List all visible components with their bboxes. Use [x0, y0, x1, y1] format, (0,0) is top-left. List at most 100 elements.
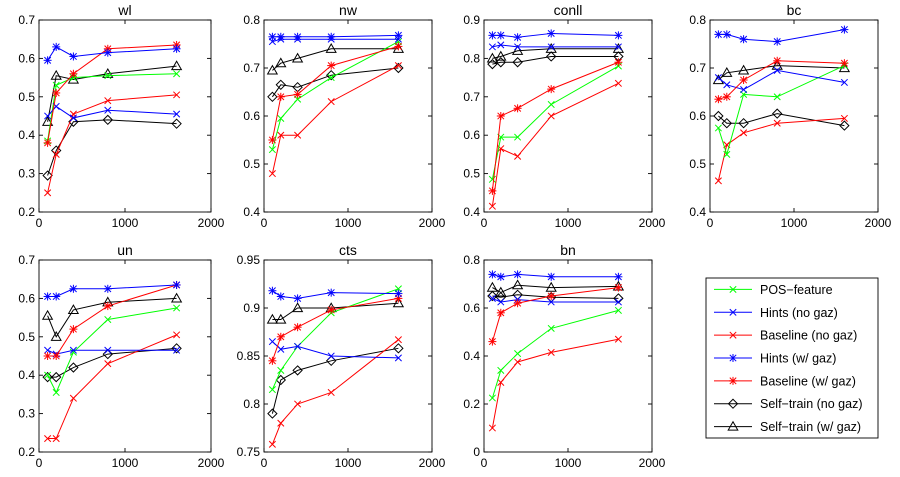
data-point: [171, 118, 182, 129]
panel-bn: bn 0 1000 2000 0 0.2 0.4 0.6 0.8: [463, 242, 665, 470]
data-point: [547, 29, 556, 38]
data-point: [394, 289, 403, 298]
data-point: [497, 298, 505, 306]
data-point: [327, 98, 335, 106]
data-point: [614, 298, 622, 306]
data-point: [294, 400, 302, 408]
data-point: [488, 175, 496, 183]
legend-label: Hints (w/ gaz): [760, 352, 836, 366]
data-point: [41, 309, 54, 320]
data-point: [268, 32, 277, 41]
series-self-train-no-gaz: [267, 62, 404, 103]
data-point: [268, 146, 276, 154]
data-point: [740, 129, 748, 137]
data-point: [293, 32, 302, 41]
data-point: [292, 365, 303, 376]
data-point: [170, 292, 183, 303]
y-tick-label: 0.8: [243, 397, 260, 411]
data-point: [547, 272, 556, 281]
series-hints-w-gaz: [714, 25, 849, 46]
y-tick-label: 0.7: [689, 61, 706, 75]
data-point: [614, 31, 623, 40]
data-point: [495, 286, 507, 297]
data-point: [325, 69, 337, 81]
data-point: [547, 43, 555, 51]
data-point: [488, 43, 496, 51]
data-point: [773, 93, 781, 101]
legend-marker: [727, 420, 739, 431]
legend-item-hints-w-gaz: Hints (w/ gaz): [714, 352, 836, 366]
series-baseline-no-gaz: [44, 331, 181, 443]
data-point: [68, 362, 79, 373]
y-tick-label: 0.9: [243, 301, 260, 315]
legend-label: Baseline (no gaz): [760, 329, 857, 343]
data-point: [497, 41, 505, 49]
data-point: [170, 60, 183, 71]
series-line: [271, 67, 399, 98]
data-point: [394, 62, 402, 70]
y-tick-label: 0.2: [463, 397, 480, 411]
x-tick-label: 2000: [198, 216, 225, 230]
data-point: [276, 32, 285, 41]
data-point: [293, 323, 302, 332]
data-point: [614, 58, 623, 67]
y-tick-label: 0.5: [243, 157, 260, 171]
data-point: [43, 352, 52, 360]
series-line: [492, 284, 619, 293]
data-point: [276, 92, 285, 101]
data-point: [291, 52, 304, 63]
data-point: [277, 345, 285, 353]
y-tick-label: 0.3: [18, 407, 35, 421]
data-point: [488, 337, 497, 346]
legend-marker: [729, 285, 737, 293]
data-point: [545, 51, 557, 62]
data-point: [840, 114, 848, 122]
data-point: [497, 378, 505, 386]
x-tick-label: 0: [481, 216, 488, 230]
series-hints-no-gaz: [268, 338, 402, 362]
data-point: [512, 57, 523, 68]
data-point: [327, 305, 336, 314]
legend-item-hints-no-gaz: Hints (no gaz): [714, 306, 838, 320]
data-point: [44, 112, 52, 120]
data-point: [739, 76, 748, 84]
x-tick-label: 0: [261, 456, 268, 470]
data-point: [721, 117, 733, 129]
data-point: [771, 59, 783, 70]
y-tick-label: 0.7: [463, 90, 480, 104]
legend-item-pos-feature: POS−feature: [714, 283, 833, 297]
y-tick-label: 0.8: [689, 13, 706, 27]
series-hints-w-gaz: [268, 31, 403, 41]
series-pos-feature: [714, 62, 848, 158]
data-point: [547, 292, 556, 300]
data-point: [44, 371, 52, 379]
data-point: [104, 346, 112, 354]
series-baseline-w-gaz: [268, 42, 403, 144]
x-tick-label: 2000: [198, 456, 225, 470]
x-tick-label: 1000: [781, 216, 808, 230]
data-point: [773, 66, 781, 74]
data-point: [173, 331, 181, 339]
series-line: [47, 65, 177, 122]
panel-wl: wl 0 1000 2000 0.2 0.3 0.4 0.5 0.6 0.7: [18, 2, 224, 230]
data-point: [52, 292, 61, 301]
data-point: [275, 57, 287, 68]
data-point: [52, 81, 60, 89]
data-point: [43, 56, 52, 65]
data-point: [614, 306, 622, 314]
y-tick-label: 0.8: [463, 253, 480, 267]
data-point: [276, 332, 285, 341]
data-point: [293, 90, 302, 99]
legend-item-baseline-w-gaz: Baseline (w/ gaz): [714, 374, 856, 388]
data-point: [614, 283, 623, 292]
x-tick-label: 1000: [555, 456, 582, 470]
series-line: [272, 48, 399, 71]
x-tick-label: 1000: [335, 216, 362, 230]
data-point: [325, 42, 337, 53]
data-point: [43, 292, 52, 301]
x-tick-label: 0: [707, 216, 714, 230]
panel-un: un 0 1000 2000 0.2 0.3 0.4 0.5 0.6 0.7: [18, 242, 224, 470]
data-point: [721, 66, 733, 77]
y-tick-label: 0.8: [243, 13, 260, 27]
